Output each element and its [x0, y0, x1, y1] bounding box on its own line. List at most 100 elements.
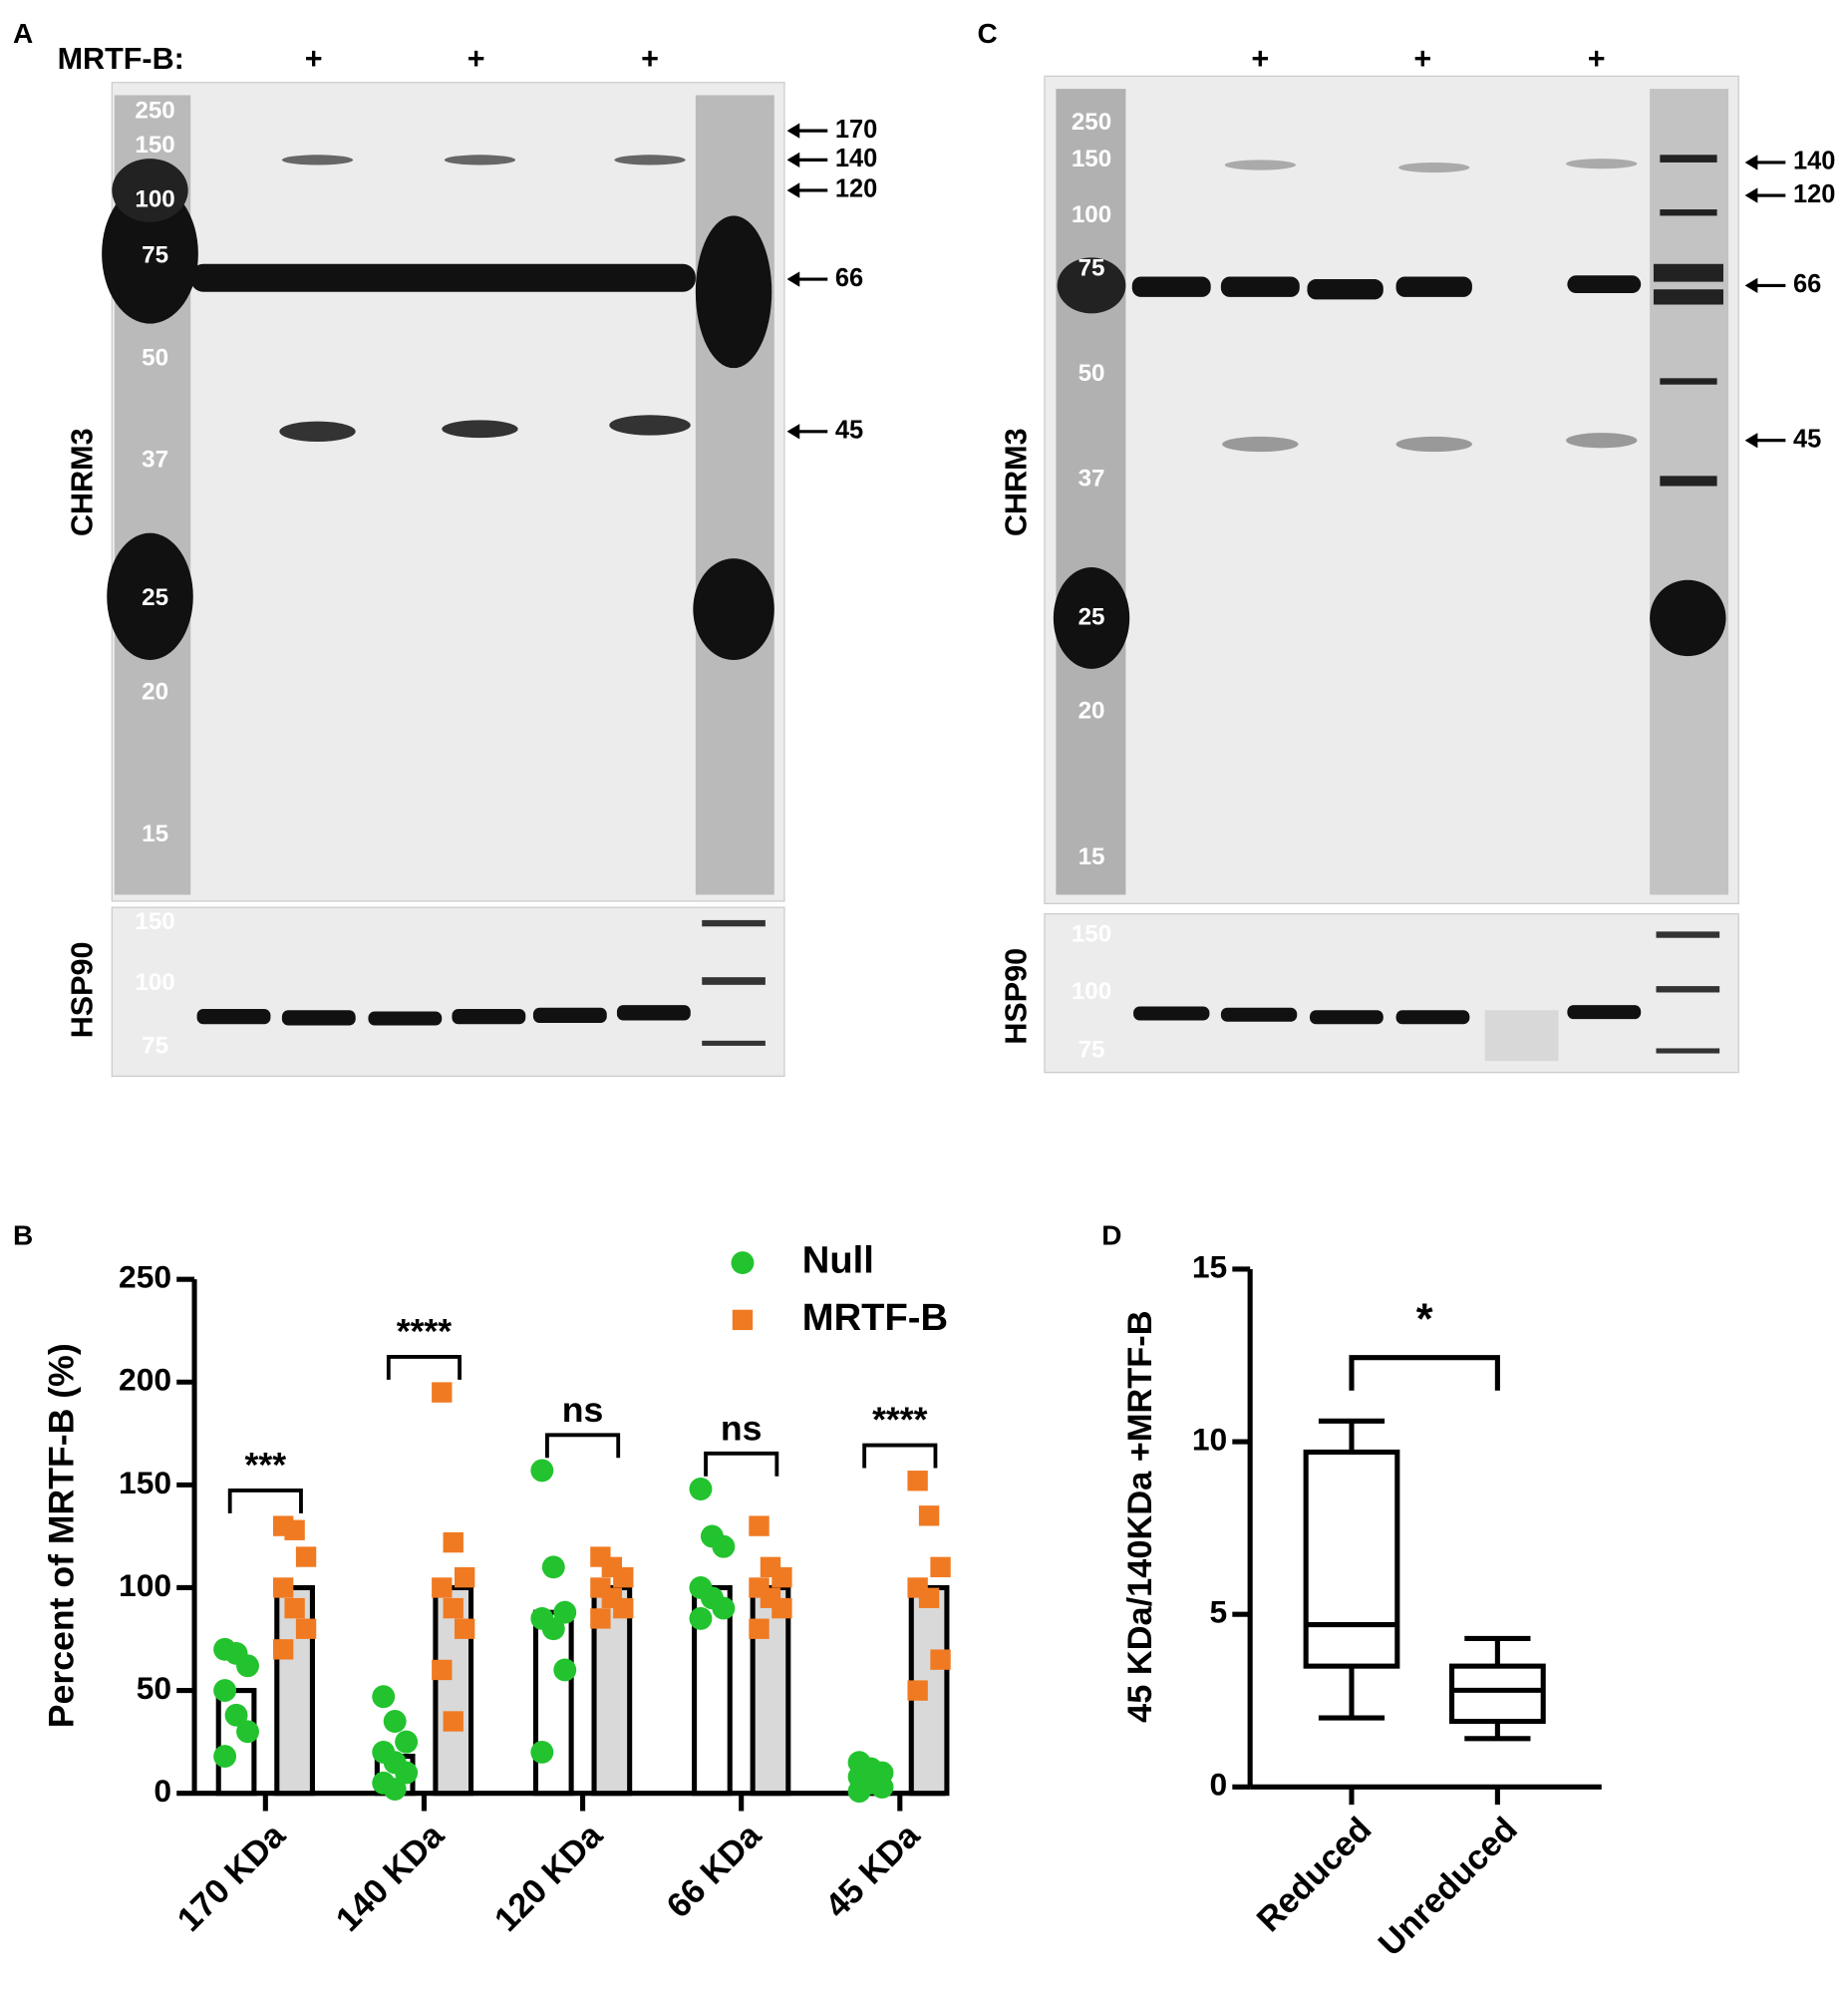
- faint-lane: [1484, 1010, 1559, 1062]
- ladder-label: 150: [135, 132, 174, 159]
- bands-hsp90: [1133, 1005, 1642, 1025]
- bar: [274, 1584, 315, 1797]
- panel-label: D: [1101, 1220, 1121, 1251]
- arrow-head: [1744, 155, 1758, 170]
- point: [284, 1519, 305, 1540]
- point: [689, 1606, 713, 1630]
- point: [712, 1534, 736, 1558]
- sig-label: ***: [245, 1445, 287, 1485]
- x-tick-label: Reduced: [1250, 1811, 1379, 1939]
- band-size: 170: [835, 116, 877, 144]
- ladder-label: 250: [135, 97, 174, 124]
- arrow-head: [1744, 277, 1758, 294]
- x-tick-label: Unreduced: [1372, 1811, 1525, 1964]
- point: [553, 1658, 577, 1682]
- ladder-label: 250: [1072, 109, 1111, 136]
- sig-label: ****: [397, 1311, 453, 1351]
- ladder-hsp90: [702, 919, 766, 1046]
- y-tick-label: 200: [119, 1362, 171, 1398]
- ladder-label: 37: [142, 446, 168, 473]
- ladder-label: 15: [1078, 843, 1105, 870]
- ladder-label: 75: [142, 242, 168, 269]
- y-axis-label: 45 KDa/140KDa +MRTF-B: [1121, 1310, 1159, 1722]
- point: [590, 1608, 611, 1629]
- point: [443, 1531, 463, 1553]
- point: [432, 1577, 453, 1598]
- point: [443, 1711, 463, 1732]
- ladder-label: 20: [142, 678, 168, 705]
- point: [272, 1639, 294, 1660]
- ladder-label: 100: [1072, 201, 1111, 228]
- bands-140: [1224, 159, 1638, 173]
- sig-bracket: [386, 1355, 462, 1380]
- point: [372, 1685, 396, 1709]
- ladder-blob: [102, 183, 198, 324]
- point: [541, 1617, 565, 1641]
- point: [395, 1761, 419, 1785]
- y-tick-label: 0: [154, 1773, 171, 1809]
- lane-marker: +: [1413, 42, 1431, 76]
- arrow-head: [786, 182, 800, 198]
- y-tick-label: 150: [119, 1465, 171, 1500]
- sig-label: *: [1416, 1295, 1433, 1343]
- membrane: [1044, 912, 1739, 1074]
- ladder-blob: [1057, 257, 1126, 314]
- box: [1303, 1449, 1400, 1669]
- ladder-label: 100: [1072, 978, 1111, 1005]
- ladder-lane: [695, 95, 774, 895]
- legend-label: Null: [802, 1239, 874, 1282]
- ladder-label: 25: [1078, 603, 1105, 630]
- ladder-label: 150: [135, 908, 174, 935]
- point: [613, 1566, 634, 1588]
- ladder-label: 25: [142, 584, 168, 611]
- point: [432, 1659, 453, 1681]
- point: [907, 1471, 928, 1492]
- legend-marker: [731, 1251, 755, 1275]
- ladder-label: 37: [1078, 466, 1105, 493]
- band-size: 66: [1793, 270, 1821, 298]
- y-tick-label: 0: [1210, 1767, 1228, 1803]
- y-tick-label: 50: [137, 1670, 171, 1706]
- bar: [532, 1609, 574, 1797]
- lane-marker: +: [305, 42, 323, 76]
- lower-whisker: [1464, 1721, 1531, 1742]
- ladder-label: 75: [1078, 254, 1105, 281]
- ladder-blob: [1650, 579, 1726, 657]
- point: [847, 1780, 871, 1804]
- point: [689, 1478, 713, 1500]
- ladder-label: 75: [1078, 1036, 1105, 1063]
- panel-label: B: [13, 1220, 33, 1251]
- blot-a: [102, 82, 785, 1078]
- panel-label: A: [13, 18, 33, 49]
- point: [213, 1745, 237, 1769]
- lane-marker: +: [641, 42, 659, 76]
- ladder-label: 50: [1078, 360, 1105, 387]
- point: [907, 1680, 928, 1701]
- bar: [750, 1584, 791, 1797]
- blot-c: [1044, 75, 1739, 1074]
- band-size: 120: [1793, 180, 1835, 208]
- x-tick-label: 66 KDa: [660, 1816, 770, 1925]
- ladder-lane: [1056, 89, 1126, 895]
- point: [771, 1566, 792, 1588]
- lane-header: MRTF-B:: [58, 42, 184, 76]
- antibody-label: HSP90: [999, 948, 1033, 1045]
- point: [771, 1597, 792, 1619]
- box: [1449, 1663, 1546, 1725]
- ladder-label: 50: [142, 345, 168, 372]
- band-size: 45: [1793, 425, 1821, 453]
- membrane: [111, 82, 785, 902]
- point: [455, 1618, 475, 1639]
- panel-label: C: [977, 18, 997, 49]
- bar: [433, 1584, 474, 1797]
- point: [930, 1556, 951, 1578]
- arrow-head: [786, 152, 800, 168]
- point: [541, 1555, 565, 1579]
- sig-bracket: [704, 1451, 779, 1477]
- point: [918, 1587, 940, 1608]
- lane-marker: +: [1251, 42, 1269, 76]
- membrane: [1044, 75, 1739, 904]
- point: [749, 1618, 770, 1639]
- point: [284, 1597, 305, 1619]
- point: [870, 1776, 894, 1799]
